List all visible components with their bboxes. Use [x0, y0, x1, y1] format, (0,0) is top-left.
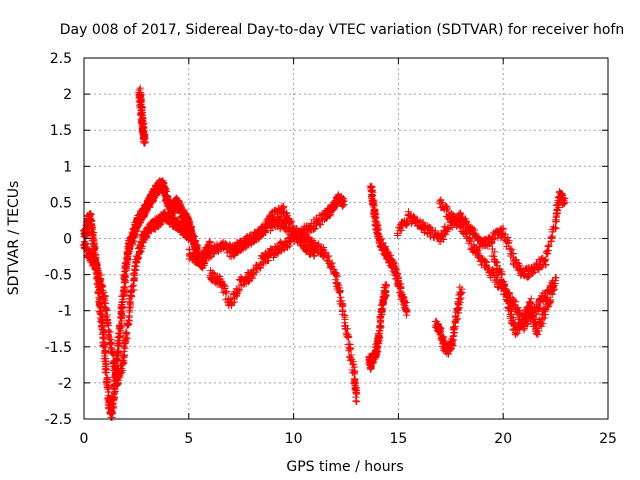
data-point	[109, 393, 117, 401]
x-tick-label: 20	[494, 431, 512, 447]
y-tick-label: -1.5	[45, 340, 72, 356]
y-axis-label: SDTVAR / TECUs	[6, 181, 22, 296]
data-point	[102, 369, 110, 377]
data-point	[120, 283, 128, 291]
y-tick-label: 1	[63, 159, 72, 175]
y-tick-label: -1	[58, 304, 72, 320]
y-tick-label: 2.5	[50, 51, 72, 67]
data-point	[101, 365, 109, 373]
data-point	[101, 348, 109, 356]
series-track-1	[80, 177, 214, 422]
x-tick-label: 15	[389, 431, 407, 447]
data-points	[79, 84, 569, 422]
y-tick-label: 1.5	[50, 123, 72, 139]
data-point	[103, 380, 111, 388]
data-point	[124, 253, 132, 261]
data-point	[99, 333, 107, 341]
data-point	[87, 216, 95, 224]
data-point	[102, 347, 110, 355]
y-tick-label: 2	[63, 87, 72, 103]
data-point	[108, 399, 116, 407]
y-tick-label: -2	[58, 376, 72, 392]
data-point	[118, 300, 126, 308]
data-point	[119, 304, 127, 312]
data-point	[121, 273, 129, 281]
data-point	[109, 403, 117, 411]
y-tick-label: 0	[63, 232, 72, 248]
y-tick-label: -0.5	[45, 268, 72, 284]
y-tick-label: -2.5	[45, 412, 72, 428]
data-point	[116, 321, 124, 329]
chart-title: Day 008 of 2017, Sidereal Day-to-day VTE…	[60, 22, 624, 38]
x-axis-label: GPS time / hours	[286, 459, 403, 475]
data-point	[97, 310, 105, 318]
data-point	[117, 307, 125, 315]
y-tick-label: 0.5	[50, 195, 72, 211]
data-point	[118, 317, 126, 325]
data-point	[118, 312, 126, 320]
data-point	[114, 341, 122, 349]
x-tick-label: 0	[80, 431, 89, 447]
data-point	[116, 332, 124, 340]
x-tick-label: 10	[285, 431, 303, 447]
x-tick-label: 25	[599, 431, 617, 447]
data-point	[116, 333, 124, 341]
data-point	[98, 322, 106, 330]
data-point	[104, 383, 112, 391]
x-tick-label: 5	[184, 431, 193, 447]
data-point	[119, 296, 127, 304]
data-point	[86, 211, 94, 219]
